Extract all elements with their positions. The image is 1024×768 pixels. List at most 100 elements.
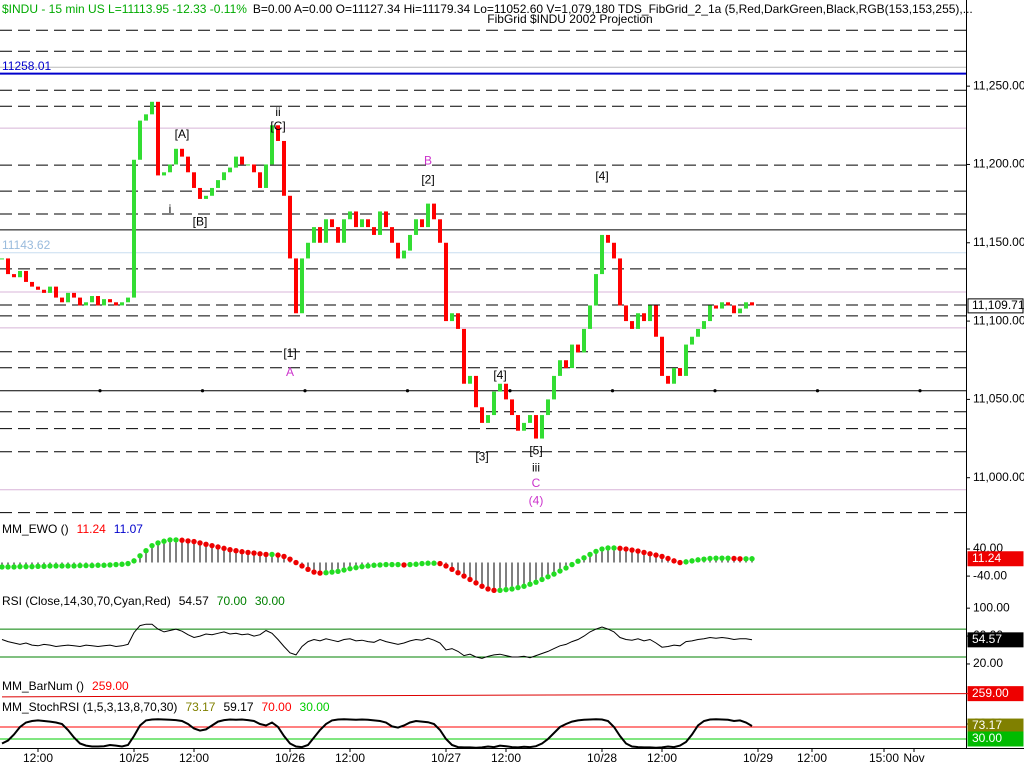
candle [648,305,652,322]
ewo-dot [617,545,623,552]
indicator-readout: 70.00 [217,594,247,608]
ewo-dot [251,550,257,556]
ewo-dot [593,548,599,555]
x-tick-label: 15:00 [869,751,899,765]
indicator-readout: 259.00 [92,679,129,693]
candle [120,302,124,306]
ewo-dot [245,549,251,556]
candle [708,305,712,322]
candle [654,305,658,337]
ewo-dot [275,552,281,558]
wave-label: [B] [193,215,208,229]
ewo-dot [179,537,185,543]
ewo-dot [323,570,329,576]
y-tick-label: 11,100.00 [973,313,1024,327]
last-value-box [967,298,1024,314]
y-tick-label: 20.00 [973,656,1003,670]
candle [84,302,88,306]
indicator-readout: 11.24 [77,522,106,536]
candle [408,234,412,251]
candle [600,234,604,275]
candle [534,415,538,439]
ewo-dot [497,587,503,594]
ewo-dot [173,537,179,543]
ewo-dot [389,561,395,568]
y-tick-label: 11,150.00 [973,235,1024,249]
indicator-name: MM_EWO () [2,522,69,536]
ewo-dot [197,540,203,546]
ewo-dot [413,561,419,567]
ewo-dot [545,574,551,580]
ewo-dot [59,563,65,569]
ewo-dot [263,551,269,558]
ewo-dot [659,553,665,560]
y-tick-label: -40.00 [973,568,1007,582]
ewo-dot [257,551,263,557]
candle [36,286,40,290]
candle [672,368,676,384]
candle [6,258,10,275]
x-tick-label: 10/29 [743,751,773,765]
ewo-dot [137,553,143,559]
ewo-dot [725,555,731,561]
wave-label: [4] [493,368,506,382]
candle [744,302,748,309]
candle [48,286,52,293]
ewo-dot [41,563,47,569]
level-dot [508,389,512,393]
ewo-dot [377,562,383,568]
candle [54,286,58,298]
x-tick-label: Nov [903,751,924,765]
ewo-dot [23,563,29,570]
candle [72,292,76,298]
candle [618,258,622,306]
ewo-dot [653,552,659,558]
wave-label: iii [532,460,540,474]
ewo-dot [473,580,479,586]
ewo-dot [95,562,101,568]
ewo-dot [185,538,191,544]
wave-label: [1] [283,346,296,360]
ewo-dot [695,557,701,563]
ewo-dot [113,561,119,568]
candle [516,415,520,431]
last-value-label: 54.57 [972,632,1002,646]
candle [474,375,478,408]
ewo-dot [581,555,587,561]
candle [138,120,142,160]
ewo-dot [521,583,527,589]
ewo-dot [29,563,35,570]
candle [480,407,484,423]
ewo-dot [161,538,167,544]
candle [558,360,562,376]
candle [432,203,436,220]
candle [630,321,634,329]
ewo-dot [587,551,593,558]
ewo-dot [623,546,629,552]
ewo-dot [269,551,275,558]
candle [606,234,610,243]
ewo-dot [299,563,305,569]
candle [216,180,220,188]
candle [312,227,316,243]
wave-label: ii [275,105,280,119]
candle [726,302,730,306]
ewo-dot [569,561,575,568]
chart-header: $INDU - 15 min US L=11113.95 -12.33 -0.1… [2,2,973,16]
level-dot [98,389,102,393]
candle [720,302,724,309]
candle [402,250,406,259]
candle [144,114,148,121]
candle [564,360,568,369]
ewo-dot [449,566,455,573]
last-value-box [967,686,1024,702]
ewo-dot [365,563,371,569]
ewo-dot [605,545,611,551]
ewo-dot [221,545,227,552]
candle [666,375,670,384]
candle [360,219,364,228]
ewo-dot [335,568,341,575]
level-label: 11143.62 [2,238,51,252]
ewo-dot [395,561,401,568]
